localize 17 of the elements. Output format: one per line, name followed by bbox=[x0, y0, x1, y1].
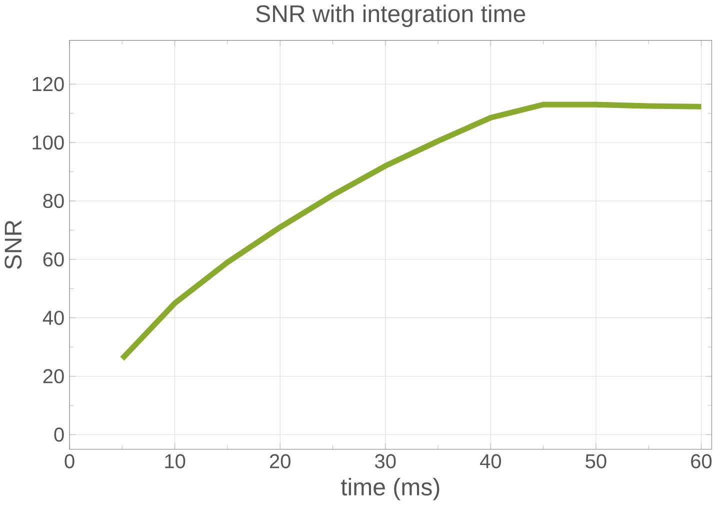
x-tick-label: 40 bbox=[480, 454, 502, 468]
x-axis-title: time (ms) bbox=[340, 478, 440, 500]
y-tick-label: 0 bbox=[54, 428, 64, 442]
y-tick-label: 60 bbox=[43, 252, 64, 266]
chart-title: SNR with integration time bbox=[256, 4, 526, 28]
x-tick-label: 0 bbox=[64, 454, 74, 468]
y-axis-title: SNR bbox=[4, 220, 22, 270]
x-tick-label: 30 bbox=[375, 454, 396, 468]
y-tick-label: 100 bbox=[32, 135, 64, 150]
y-tick-label: 120 bbox=[32, 77, 64, 92]
x-tick-label: 10 bbox=[165, 454, 186, 468]
x-tick-label: 60 bbox=[691, 454, 712, 468]
y-tick-label: 80 bbox=[43, 194, 64, 208]
x-tick-label: 50 bbox=[586, 454, 606, 468]
y-tick-label: 40 bbox=[42, 310, 64, 325]
y-tick-label: 20 bbox=[43, 369, 64, 384]
x-tick-label: 20 bbox=[270, 454, 290, 468]
